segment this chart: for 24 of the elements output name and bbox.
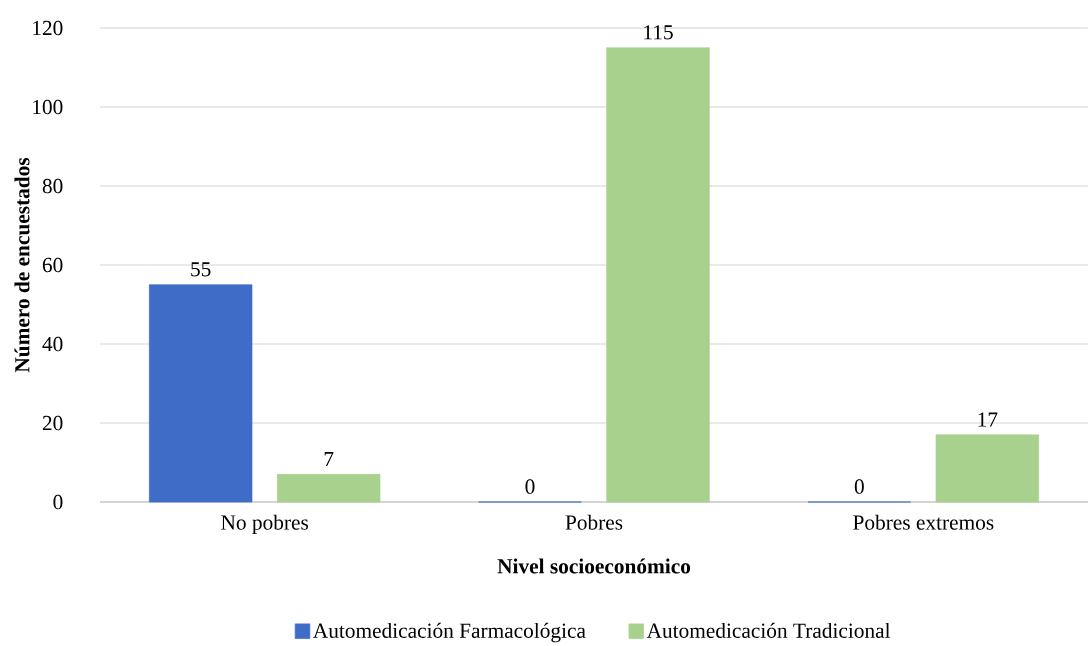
data-label: 17	[978, 412, 998, 427]
legend-label: Automedicación Farmacológica	[313, 622, 586, 643]
y-tick-label: 0	[53, 494, 63, 510]
legend-label: Automedicación Tradicional	[646, 622, 891, 638]
bar	[276, 474, 381, 503]
y-tick-label: 100	[33, 99, 63, 115]
x-axis-title: Nivel socioeconómico	[497, 558, 691, 574]
data-label: 115	[644, 25, 673, 40]
y-tick-label: 20	[42, 415, 63, 431]
y-tick-label: 60	[42, 257, 63, 273]
bar	[148, 284, 253, 503]
y-tick-label: 40	[42, 336, 63, 352]
x-tick-label: No pobres	[221, 514, 309, 535]
data-label: 0	[854, 479, 864, 494]
bar	[935, 434, 1040, 503]
bar	[606, 47, 710, 503]
y-tick-label: 120	[33, 20, 63, 36]
data-label: 55	[191, 262, 211, 277]
y-tick-label: 80	[42, 178, 63, 194]
data-label: 0	[525, 479, 535, 494]
x-tick-label: Pobres extremos	[853, 514, 994, 530]
data-label: 7	[324, 452, 334, 467]
y-axis-title: Número de encuestados	[14, 157, 30, 373]
x-tick-label: Pobres	[565, 514, 623, 530]
